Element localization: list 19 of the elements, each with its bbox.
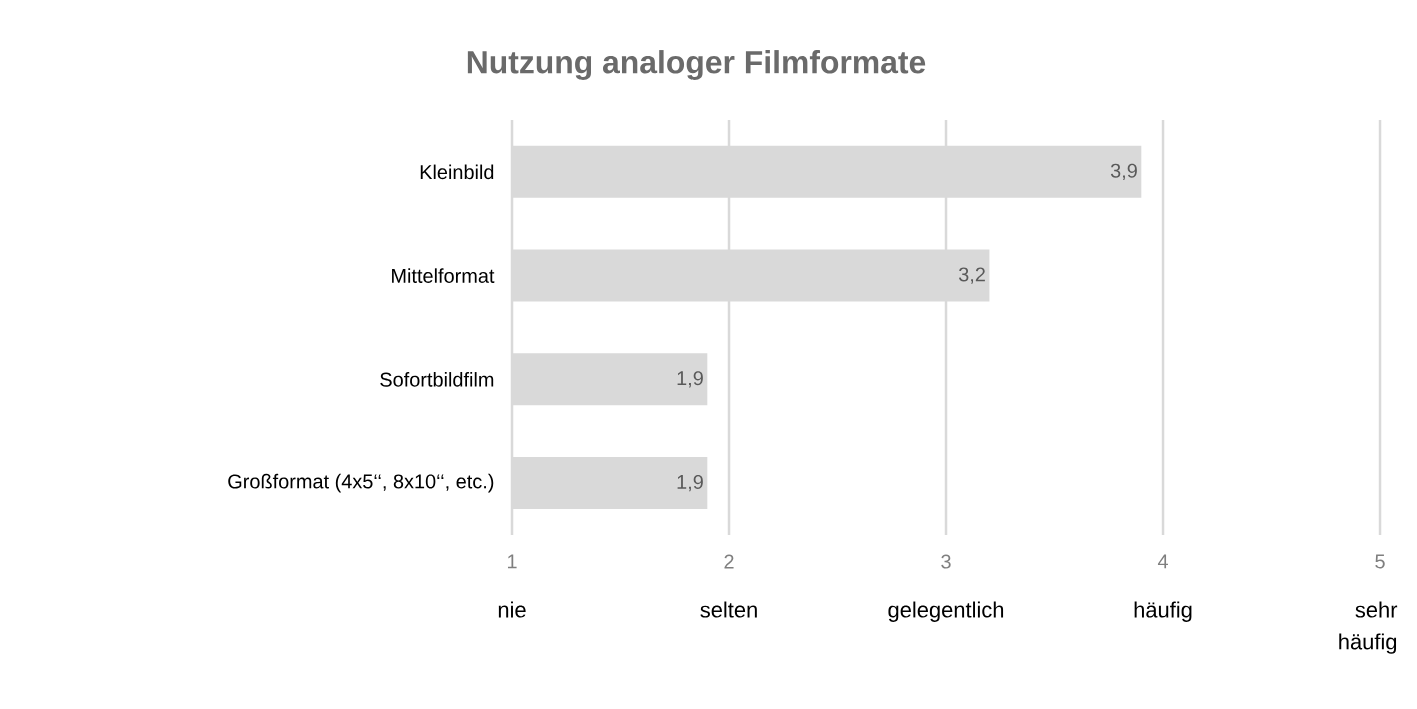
text: häufig — [1134, 601, 1192, 622]
x-tick-label: 3 — [941, 554, 951, 569]
x-tick-label: 5 — [1375, 554, 1385, 569]
data-label: 3,2 — [958, 267, 985, 284]
y-tick-label: Großformat (4x5‘‘, 8x10‘‘, etc.) — [228, 473, 494, 493]
text: selten — [700, 601, 757, 618]
x-tick-label: 2 — [724, 554, 734, 569]
text: sehr häufig — [1339, 601, 1398, 654]
data-label: 1,9 — [677, 474, 703, 492]
data-label: 3,9 — [1110, 163, 1137, 181]
y-tick-label: Kleinbild — [420, 164, 494, 180]
chart-title: Nutzung analoger Filmformate — [467, 50, 926, 80]
x-tick-label: 1 — [507, 554, 517, 569]
data-label: 1,9 — [677, 371, 703, 388]
text: gelegentlich — [888, 601, 1004, 622]
y-tick-label: Sofortbildfilm — [380, 372, 494, 387]
y-tick-label: Mittelformat — [392, 268, 495, 283]
x-tick-label: 4 — [1157, 554, 1168, 569]
text: nie — [498, 601, 526, 618]
